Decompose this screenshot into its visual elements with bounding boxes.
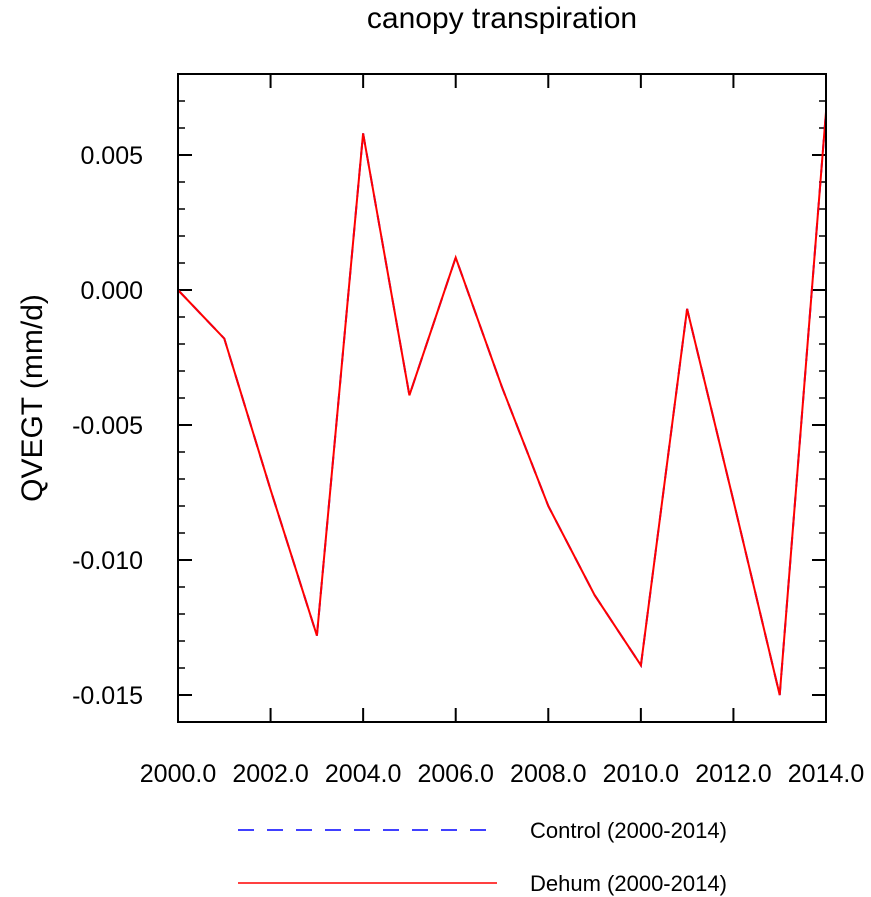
y-tick-label: -0.015 (72, 682, 143, 710)
tick-labels: 0.005 0.000 -0.005 -0.010 -0.015 2000.0 2002.0… (72, 142, 864, 788)
x-tick-label: 2008.0 (510, 760, 586, 788)
series-line-control (177, 111, 827, 696)
x-tick-label: 2006.0 (417, 760, 493, 788)
x-tick-label: 2004.0 (325, 760, 401, 788)
legend-label-dehum: Dehum (2000-2014) (530, 871, 727, 896)
chart-title: canopy transpiration (367, 2, 637, 35)
series-lines (177, 111, 827, 696)
series-line-dehum (177, 111, 827, 696)
x-tick-label: 2010.0 (603, 760, 679, 788)
y-tick-label: -0.010 (72, 547, 143, 575)
x-tick-label: 2012.0 (695, 760, 771, 788)
y-tick-label: 0.000 (80, 277, 143, 305)
y-tick-label: 0.005 (80, 142, 143, 170)
y-tick-label: -0.005 (72, 412, 143, 440)
legend-label-control: Control (2000-2014) (530, 818, 727, 843)
y-axis-label: QVEGT (mm/d) (16, 294, 49, 502)
x-tick-label: 2000.0 (140, 760, 216, 788)
axis-ticks (177, 73, 827, 723)
legend: Control (2000-2014) Dehum (2000-2014) (238, 818, 727, 896)
plot-frame (177, 73, 827, 723)
x-tick-label: 2014.0 (788, 760, 864, 788)
x-tick-label: 2002.0 (232, 760, 308, 788)
